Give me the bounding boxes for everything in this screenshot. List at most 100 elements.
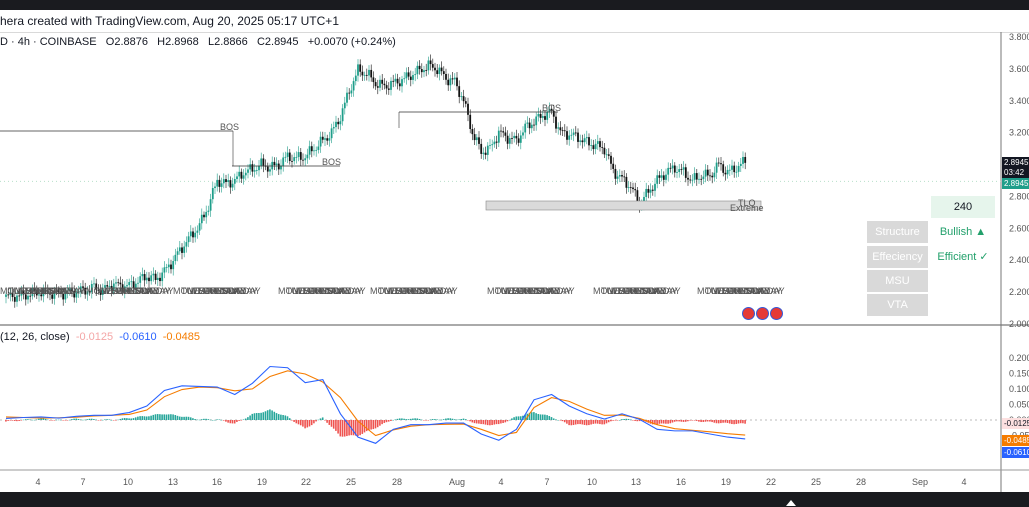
candle-body xyxy=(335,121,337,128)
candle-body xyxy=(416,65,419,75)
macd-hist-bar xyxy=(717,420,720,424)
price-tick-label: 3.6000 xyxy=(1009,64,1029,74)
candle-body xyxy=(555,116,557,129)
session-label: THURSDAY xyxy=(197,286,246,296)
candle-body xyxy=(592,145,595,150)
macd-hist-bar xyxy=(662,420,665,424)
candle-body xyxy=(678,169,681,173)
candle-body xyxy=(636,190,639,204)
macd-tick-label: 0.1000 xyxy=(1009,384,1029,394)
macd-hist-bar xyxy=(79,419,82,421)
structure-value: Bullish ▲ xyxy=(939,226,987,238)
candle-body xyxy=(280,165,282,170)
candle-body xyxy=(491,144,494,146)
candle-body xyxy=(209,199,212,211)
macd-hist-bar xyxy=(709,420,711,422)
candle-body xyxy=(621,175,623,177)
candle-body xyxy=(110,285,113,291)
candle-body xyxy=(368,69,370,76)
candle-body xyxy=(618,175,621,177)
close-value: 2.8945 xyxy=(264,36,299,48)
candle-body xyxy=(392,80,395,82)
macd-hist-bar xyxy=(181,416,183,420)
macd-hist-bar xyxy=(508,419,511,421)
macd-hist-bar xyxy=(269,409,271,420)
macd-hist-bar xyxy=(24,419,27,420)
event-flag-icon[interactable] xyxy=(770,307,783,320)
macd-hist-bar xyxy=(60,419,62,421)
candle-body xyxy=(18,295,21,297)
candle-body xyxy=(29,295,32,297)
candle-body xyxy=(493,141,496,145)
candle-body xyxy=(504,132,507,136)
candle-body xyxy=(205,211,208,218)
macd-hist-bar xyxy=(695,420,698,421)
price-tick-label: 2.8000 xyxy=(1009,191,1029,201)
macd-hist-bar xyxy=(478,420,480,424)
macd-hist-bar xyxy=(449,418,452,420)
macd-hist-bar xyxy=(11,420,14,421)
candle-body xyxy=(225,179,227,182)
macd-hist-bar xyxy=(253,413,256,420)
candle-body xyxy=(194,232,197,238)
macd-hist-bar xyxy=(126,418,128,420)
candle-body xyxy=(97,289,100,291)
macd-hist-bar xyxy=(682,420,685,422)
candle-body xyxy=(172,261,175,270)
candle-body xyxy=(629,187,632,189)
candle-body xyxy=(330,128,333,139)
macd-hist-bar xyxy=(255,413,258,420)
candle-body xyxy=(339,121,342,125)
candle-body xyxy=(143,274,146,281)
candle-body xyxy=(511,138,513,139)
macd-hist-bar xyxy=(669,420,672,424)
macd-hist-bar xyxy=(82,419,84,421)
candle-body xyxy=(156,277,159,280)
macd-hist-bar xyxy=(684,420,687,422)
macd-signal-line xyxy=(5,370,746,437)
macd-hist-bar xyxy=(187,416,190,420)
macd-hist-bar xyxy=(469,420,471,422)
candle-body xyxy=(170,264,172,270)
macd-hist-bar xyxy=(599,420,601,425)
macd-hist-bar xyxy=(222,420,225,421)
candle-body xyxy=(240,171,243,179)
candle-body xyxy=(310,146,313,152)
candle-body xyxy=(418,65,421,70)
candle-body xyxy=(117,282,120,284)
candle-body xyxy=(266,166,269,172)
macd-hist-bar xyxy=(610,420,612,422)
candle-body xyxy=(460,96,463,98)
candle-body xyxy=(700,178,703,180)
extreme-zone[interactable] xyxy=(485,200,762,211)
macd-hist-bar xyxy=(601,420,603,425)
macd-hist-bar xyxy=(577,420,579,425)
macd-hist-bar xyxy=(145,416,148,420)
high-label: H xyxy=(157,36,166,48)
macd-hist-bar xyxy=(227,420,229,423)
macd-params[interactable]: (12, 26, close) xyxy=(0,331,70,343)
macd-hist-bar xyxy=(31,419,34,421)
macd-hist-bar xyxy=(68,419,71,421)
macd-hist-bar xyxy=(328,420,331,425)
event-flag-icon[interactable] xyxy=(742,307,755,320)
candle-body xyxy=(429,60,432,65)
macd-hist-value: -0.0125 xyxy=(75,331,114,343)
candle-body xyxy=(601,147,604,148)
candle-body xyxy=(561,130,564,132)
symbol-label[interactable]: D · 4h · COINBASE xyxy=(0,36,97,48)
candle-body xyxy=(691,179,694,181)
macd-hist-bar xyxy=(161,414,163,420)
macd-hist-bar xyxy=(93,419,95,420)
candle-body xyxy=(612,163,615,169)
macd-hist-bar xyxy=(134,417,137,420)
candle-body xyxy=(596,141,599,144)
time-tick-label: 22 xyxy=(301,477,311,487)
event-flag-icon[interactable] xyxy=(756,307,769,320)
candle-body xyxy=(132,281,135,289)
macd-hist-bar xyxy=(671,420,674,423)
macd-hist-bar xyxy=(381,420,383,425)
macd-hist-bar xyxy=(231,420,234,424)
candle-body xyxy=(229,180,232,188)
macd-hist-bar xyxy=(5,420,7,422)
